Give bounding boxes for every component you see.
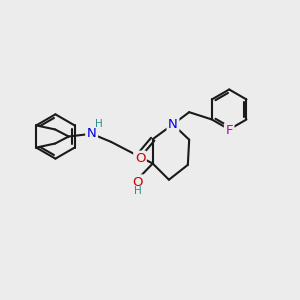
Text: N: N xyxy=(87,127,97,140)
Text: O: O xyxy=(135,152,145,165)
Text: N: N xyxy=(168,118,178,131)
Text: O: O xyxy=(133,176,143,189)
Text: F: F xyxy=(225,124,233,137)
Text: H: H xyxy=(95,119,103,129)
Text: H: H xyxy=(134,186,142,196)
